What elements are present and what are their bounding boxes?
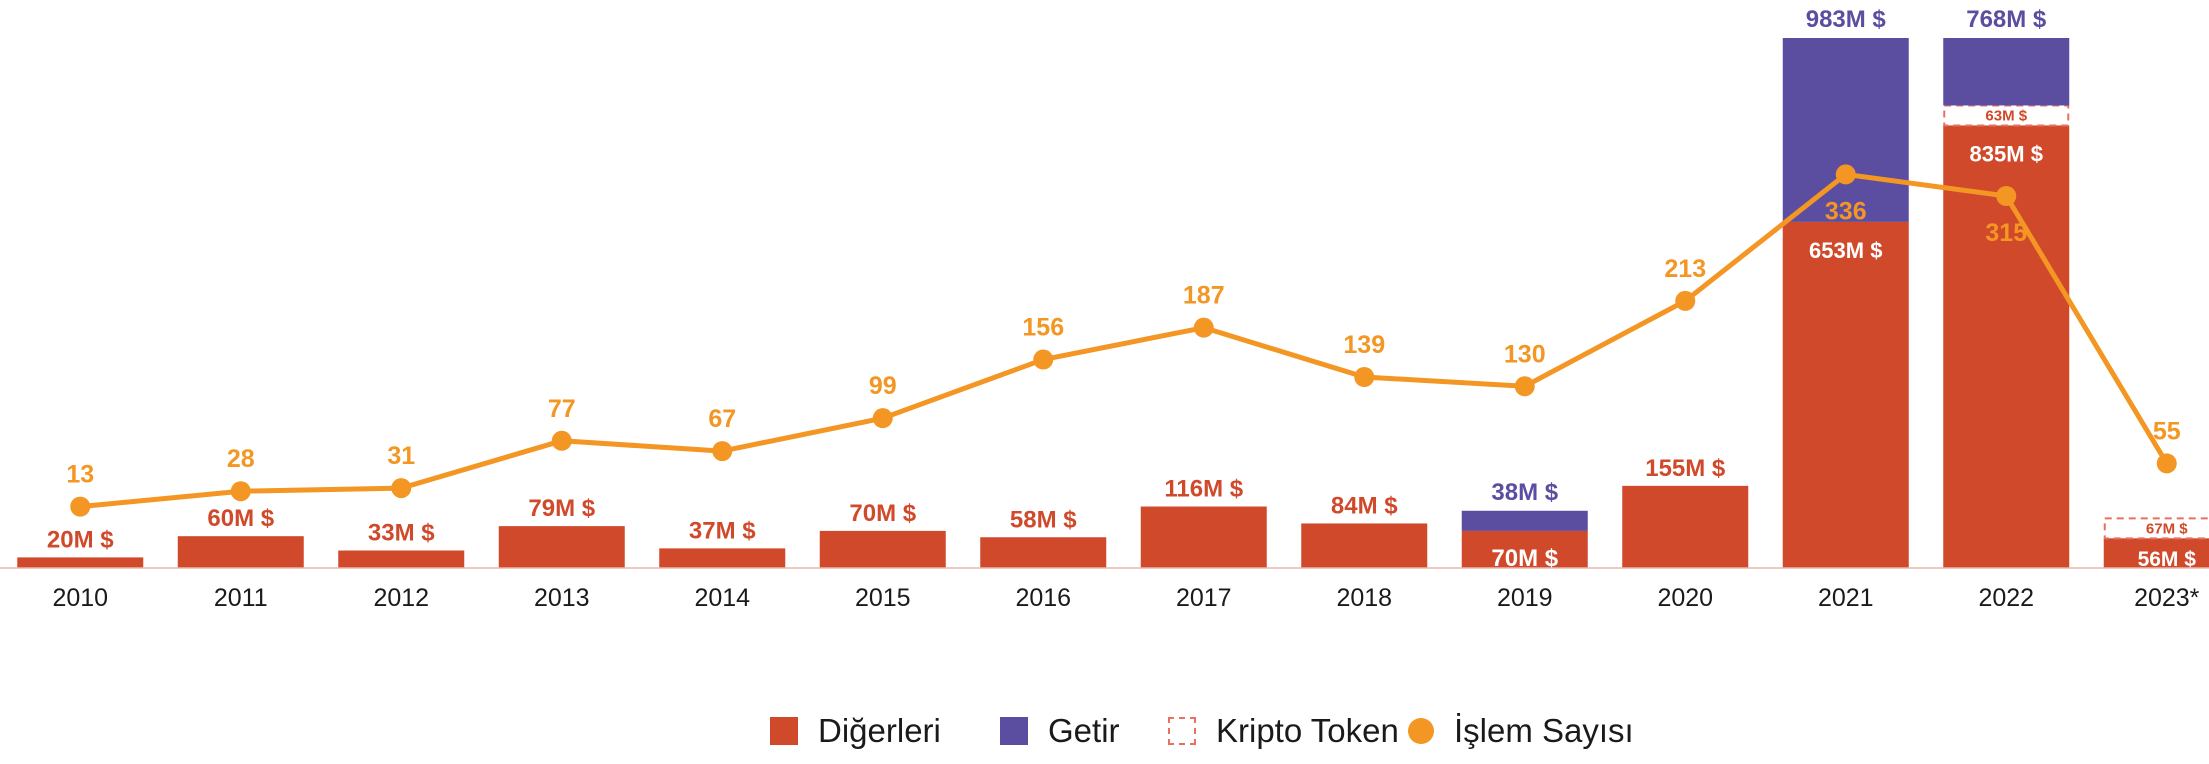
count-label-2018: 139 bbox=[1343, 331, 1385, 359]
label-kripto-token-2022: 63M $ bbox=[1985, 107, 2027, 124]
x-tick-2017: 2017 bbox=[1176, 584, 1232, 612]
label-digerleri-2011: 60M $ bbox=[207, 505, 274, 532]
legend-item-islem-sayisi: İşlem Sayısı bbox=[1408, 712, 1634, 750]
bar-digerleri-2019 bbox=[1461, 530, 1588, 568]
count-point-2022 bbox=[1996, 186, 2017, 206]
bar-digerleri-2017 bbox=[1140, 506, 1267, 568]
count-point-2012 bbox=[391, 478, 412, 499]
label-digerleri-2022: 835M $ bbox=[1970, 141, 2043, 166]
x-tick-2023: 2023* bbox=[2134, 584, 2200, 612]
x-axis: 2010 2011 2012 2013 2014 2015 2016 2017 2018 2019… bbox=[0, 567, 2209, 612]
count-label-2014: 67 bbox=[708, 405, 736, 433]
legend-item-getir: Getir bbox=[1000, 712, 1120, 750]
legend: Diğerleri Getir Kripto Token İşlem Sayıs… bbox=[0, 712, 2209, 764]
legend-label-digerleri: Diğerleri bbox=[818, 712, 941, 749]
count-point-2014 bbox=[712, 441, 733, 462]
count-point-2017 bbox=[1193, 317, 1214, 338]
label-digerleri-2021: 653M $ bbox=[1809, 238, 1882, 263]
count-label-2012: 31 bbox=[387, 442, 415, 470]
legend-item-kripto-token: Kripto Token bbox=[1168, 712, 1399, 750]
count-line bbox=[80, 171, 2169, 510]
bar-digerleri-2012 bbox=[338, 550, 465, 568]
label-getir-2021: 983M $ bbox=[1806, 6, 1887, 33]
x-tick-2014: 2014 bbox=[694, 584, 750, 612]
legend-swatch-digerleri bbox=[770, 717, 798, 745]
label-digerleri-2018: 84M $ bbox=[1331, 492, 1398, 519]
count-label-2015: 99 bbox=[869, 372, 897, 400]
count-line-layer: 13 28 31 77 67 99 156 187 139 130 213 336 315 55 bbox=[66, 164, 2181, 517]
x-tick-2012: 2012 bbox=[373, 584, 429, 612]
bar-digerleri-2021 bbox=[1782, 221, 1909, 568]
count-label-2023: 55 bbox=[2153, 417, 2181, 445]
count-label-2010: 13 bbox=[66, 461, 94, 489]
bar-digerleri-2010 bbox=[17, 557, 144, 568]
x-tick-2011: 2011 bbox=[214, 584, 268, 612]
label-digerleri-2013: 79M $ bbox=[528, 495, 595, 522]
count-point-2011 bbox=[230, 481, 251, 502]
bar-kripto-token-2023 bbox=[2103, 517, 2209, 540]
legend-item-digerleri: Diğerleri bbox=[770, 712, 941, 750]
label-digerleri-2023: 56M $ bbox=[2138, 548, 2197, 571]
count-label-2020: 213 bbox=[1664, 255, 1706, 283]
count-point-2023 bbox=[2156, 453, 2177, 474]
label-digerleri-2012: 33M $ bbox=[368, 520, 435, 547]
legend-swatch-kripto-token bbox=[1168, 717, 1196, 745]
bar-digerleri-2015 bbox=[819, 530, 946, 568]
count-label-2016: 156 bbox=[1022, 314, 1064, 342]
label-digerleri-2017: 116M $ bbox=[1164, 476, 1243, 503]
bar-digerleri-2013 bbox=[498, 526, 625, 568]
legend-label-kripto-token: Kripto Token bbox=[1216, 712, 1399, 749]
legend-label-getir: Getir bbox=[1048, 712, 1120, 749]
count-point-2019 bbox=[1514, 376, 1535, 397]
x-tick-2019: 2019 bbox=[1497, 584, 1553, 612]
count-label-2011: 28 bbox=[227, 445, 255, 473]
label-kripto-token-2023: 67M $ bbox=[2146, 520, 2188, 537]
bar-digerleri-2014 bbox=[659, 548, 786, 568]
label-digerleri-2020: 155M $ bbox=[1645, 455, 1726, 482]
x-tick-2010: 2010 bbox=[52, 584, 108, 612]
count-point-2010 bbox=[70, 496, 91, 517]
bar-digerleri-2020 bbox=[1622, 485, 1749, 568]
count-point-2018 bbox=[1354, 367, 1375, 388]
x-tick-2016: 2016 bbox=[1015, 584, 1071, 612]
bar-getir-2021 bbox=[1782, 38, 1909, 222]
x-tick-2020: 2020 bbox=[1657, 584, 1713, 612]
count-point-2021 bbox=[1835, 164, 1856, 185]
x-tick-2013: 2013 bbox=[534, 584, 590, 612]
bar-digerleri-2016 bbox=[980, 537, 1107, 568]
count-point-2015 bbox=[872, 408, 893, 429]
count-label-2021: 336 bbox=[1825, 197, 1867, 225]
count-point-2020 bbox=[1675, 290, 1696, 311]
count-label-2019: 130 bbox=[1504, 340, 1546, 368]
label-getir-2022: 768M $ bbox=[1966, 6, 2047, 33]
label-digerleri-2010: 20M $ bbox=[47, 526, 114, 553]
count-label-2017: 187 bbox=[1183, 282, 1225, 310]
bar-getir-2022 bbox=[1943, 38, 2070, 106]
x-tick-2022: 2022 bbox=[1978, 584, 2034, 612]
bars-layer: 20M $ 60M $ 33M $ 79M $ 37M $ 70M $ 58M $ 116M … bbox=[17, 6, 2209, 572]
legend-swatch-getir bbox=[1000, 717, 1028, 745]
x-tick-2021: 2021 bbox=[1818, 584, 1874, 612]
label-digerleri-2015: 70M $ bbox=[849, 500, 916, 527]
count-point-2013 bbox=[551, 430, 572, 451]
bar-digerleri-2023 bbox=[2103, 538, 2209, 568]
x-tick-2015: 2015 bbox=[855, 584, 911, 612]
label-digerleri-2014: 37M $ bbox=[689, 517, 756, 544]
bar-digerleri-2011 bbox=[177, 536, 304, 568]
bar-digerleri-2018 bbox=[1301, 523, 1428, 568]
legend-swatch-islem-sayisi bbox=[1408, 718, 1434, 744]
x-tick-2018: 2018 bbox=[1336, 584, 1392, 612]
bar-getir-2019 bbox=[1461, 510, 1588, 531]
count-point-2016 bbox=[1033, 349, 1054, 370]
count-label-2013: 77 bbox=[548, 395, 576, 423]
label-digerleri-2016: 58M $ bbox=[1010, 506, 1077, 533]
legend-label-islem-sayisi: İşlem Sayısı bbox=[1454, 712, 1634, 749]
label-getir-2019: 38M $ bbox=[1491, 479, 1558, 506]
count-label-2022: 315 bbox=[1985, 219, 2027, 247]
